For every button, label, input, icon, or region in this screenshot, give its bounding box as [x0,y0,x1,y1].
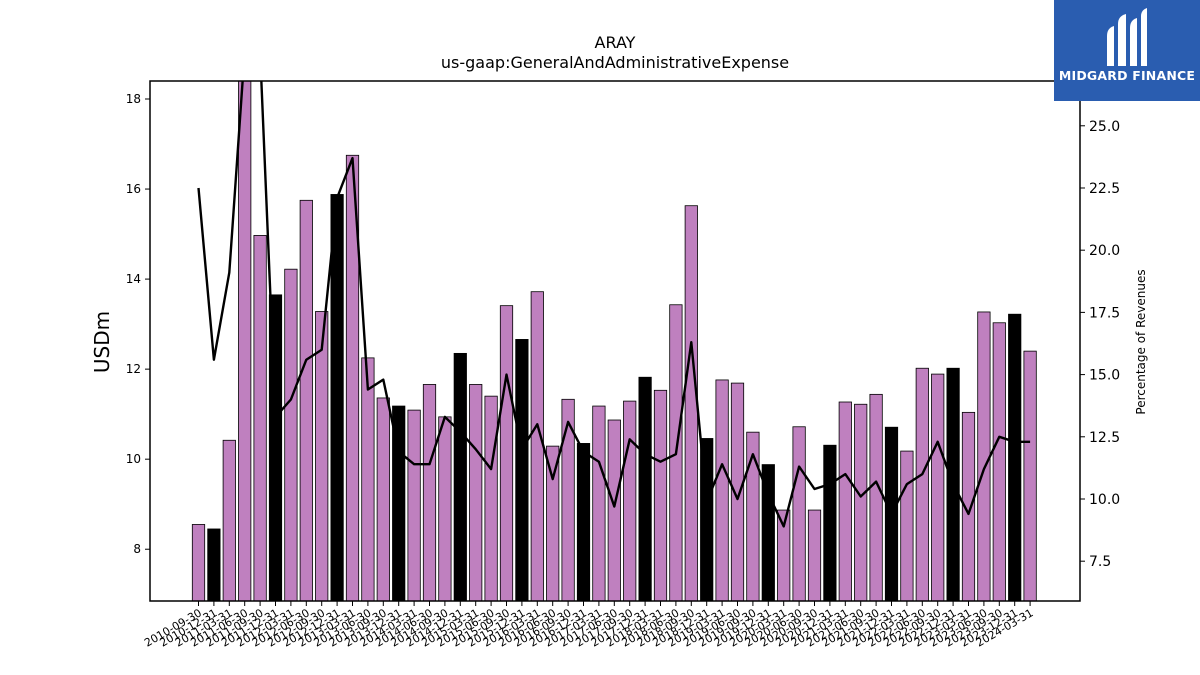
y-tick-label: 18 [126,92,141,106]
y-tick-label: 8 [133,542,141,556]
y2-tick-label: 10.0 [1089,492,1120,508]
percentage-line [197,81,1031,528]
bar-2017-09-30 [623,400,637,601]
bar-2020-03-31 [777,509,791,601]
y-axis-label: USDm [90,311,114,373]
bar-2011-09-30 [253,235,267,601]
y-tick-label: 12 [126,362,141,376]
y2-tick-label: 15.0 [1089,368,1120,384]
left-y-axis: 8 10 12 14 16 18 [126,92,150,556]
y2-tick-label: 7.5 [1089,554,1111,570]
bar-2019-03-31 [715,379,729,601]
bar-2014-12-31 [453,352,467,601]
bar-2021-09-30 [869,393,883,601]
bar-2022-09-30 [931,373,945,601]
bar-2019-06-30 [730,382,745,601]
bar-2015-12-31 [515,339,529,601]
bar-2012-06-30 [299,199,313,601]
bar-2020-12-31 [823,444,837,601]
y-tick-label: 14 [126,272,141,286]
y2-tick-label: 17.5 [1089,305,1120,321]
bar-2021-03-31 [838,401,852,601]
bar-2023-03-31 [961,411,976,601]
y2-tick-label: 22.5 [1089,181,1120,197]
bar-2014-09-30 [438,416,452,601]
bar-2022-06-30 [915,367,929,601]
bar-2020-06-30 [792,426,806,601]
bar-2013-06-30 [361,357,375,601]
bar-2010-12-31 [207,528,221,601]
bar-2016-03-31 [530,291,544,601]
bar-2012-12-31 [330,194,344,601]
bar-2012-03-31 [284,268,298,601]
bar-2023-12-31 [1008,313,1022,601]
bar-2021-06-30 [854,403,868,601]
y2-axis-label: Percentage of Revenues [1134,269,1148,414]
bar-2013-03-31 [345,154,360,601]
bar-2011-03-31 [222,439,236,601]
midgard-logo-icon [1107,8,1147,66]
bar-2014-03-31 [407,409,421,601]
y-tick-label: 16 [126,182,141,196]
bar-2018-03-31 [653,389,668,601]
x-axis: 2010-09-302010-12-312011-03-312011-06-30… [142,601,1036,650]
brand-logo-text: MIDGARD FINANCE [1058,68,1196,83]
y-tick-label: 10 [126,452,141,466]
bar-2023-09-30 [992,322,1006,601]
plot-frame [149,80,1081,602]
line-series [197,81,1031,528]
bar-2015-03-31 [469,384,483,601]
bar-2022-03-31 [900,450,914,601]
bar-2010-09-30 [191,524,206,601]
bar-2016-09-30 [561,398,575,601]
bar-2023-06-30 [977,311,991,601]
chart-title: ARAY [595,33,636,52]
bar-2017-12-31 [638,376,652,601]
bar-2015-06-30 [484,395,498,601]
bar-2013-09-30 [376,397,390,601]
bar-2017-06-30 [607,419,621,601]
y2-tick-label: 20.0 [1089,243,1120,259]
bar-2016-12-31 [576,443,591,601]
bar-series [191,81,1037,601]
bar-2011-06-30 [238,81,252,601]
bar-2017-03-31 [592,405,606,601]
bar-2024-03-31 [1023,350,1037,601]
bar-2020-09-30 [807,509,822,601]
brand-logo: MIDGARD FINANCE [1054,0,1200,101]
bar-2016-06-30 [546,445,560,601]
bar-2014-06-30 [422,384,437,601]
chart-subtitle: us-gaap:GeneralAndAdministrativeExpense [441,53,789,72]
y2-tick-label: 25.0 [1089,119,1120,135]
y2-tick-label: 12.5 [1089,430,1120,446]
bar-2012-09-30 [315,311,329,601]
right-y-axis: 7.5 10.0 12.5 15.0 17.5 20.0 22.5 25.0 [1080,119,1120,570]
bar-2018-09-30 [684,205,698,601]
bar-2015-09-30 [499,305,514,601]
